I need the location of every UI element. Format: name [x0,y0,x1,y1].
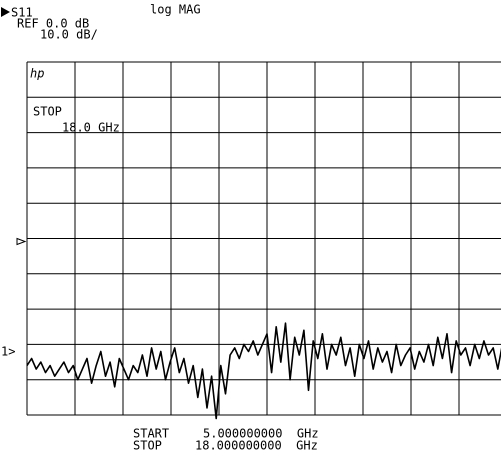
stop-caption: STOP [133,439,162,453]
reference-marker [16,237,27,246]
reference: REF 0.0 dB [17,17,89,31]
marker-label: 1> [1,345,15,359]
stop-label: STOP [33,105,62,119]
channel: S11 [11,6,33,20]
start-caption: START [133,427,169,441]
active-channel-arrow [1,7,10,17]
stop-freq: 18.000000000 GHz [195,439,318,453]
format: log MAG [150,3,201,17]
scale: 10.0 dB/ [40,28,98,42]
start-freq: 5.000000000 GHz [203,427,319,441]
logo: hp [30,67,44,81]
trace [26,322,501,420]
stop-value: 18.0 GHz [62,121,120,135]
